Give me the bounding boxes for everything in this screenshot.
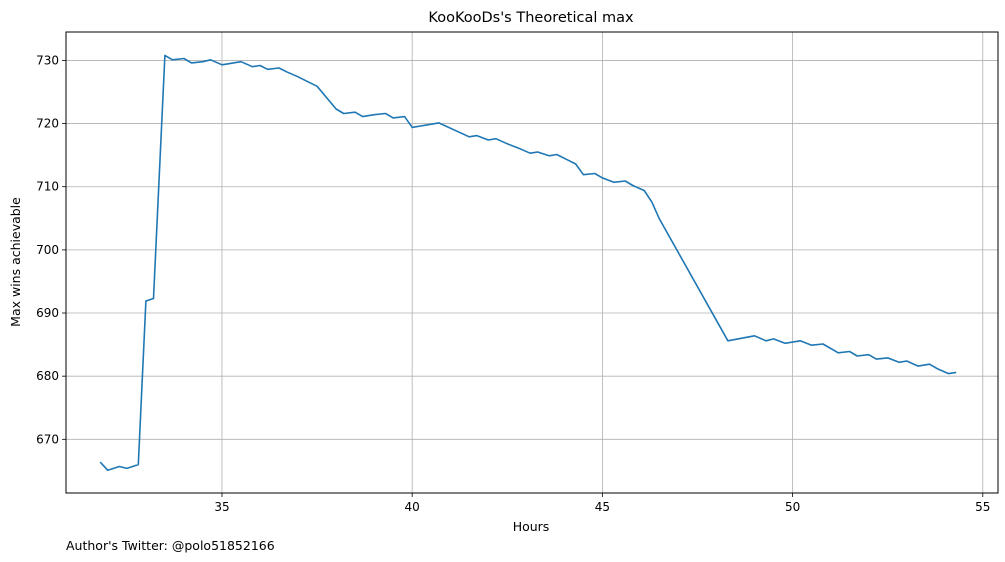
series-line-0 [99,54,957,472]
series-layer [99,54,957,472]
author-credit: Author's Twitter: @polo51852166 [66,538,275,553]
y-tick-label: 680 [36,369,59,383]
x-tick-label: 50 [785,500,800,514]
grid [66,32,998,493]
y-axis-label: Max wins achievable [8,197,23,327]
y-tick-label: 720 [36,117,59,131]
y-tick-label: 730 [36,53,59,67]
x-tick-label: 40 [405,500,420,514]
plot-frame [65,31,999,494]
chart-title: KooKooDs's Theoretical max [428,10,634,26]
y-tick-label: 700 [36,243,59,257]
y-tick-label: 690 [36,306,59,320]
x-tick-label: 35 [214,500,229,514]
x-axis: 35 40 45 50 55 [214,493,990,514]
y-tick-label: 710 [36,180,59,194]
x-axis-label: Hours [513,519,550,534]
y-tick-label: 670 [36,432,59,446]
y-axis: 670 680 690 700 710 720 730 [36,53,66,446]
x-tick-label: 45 [595,500,610,514]
x-tick-label: 55 [975,500,990,514]
